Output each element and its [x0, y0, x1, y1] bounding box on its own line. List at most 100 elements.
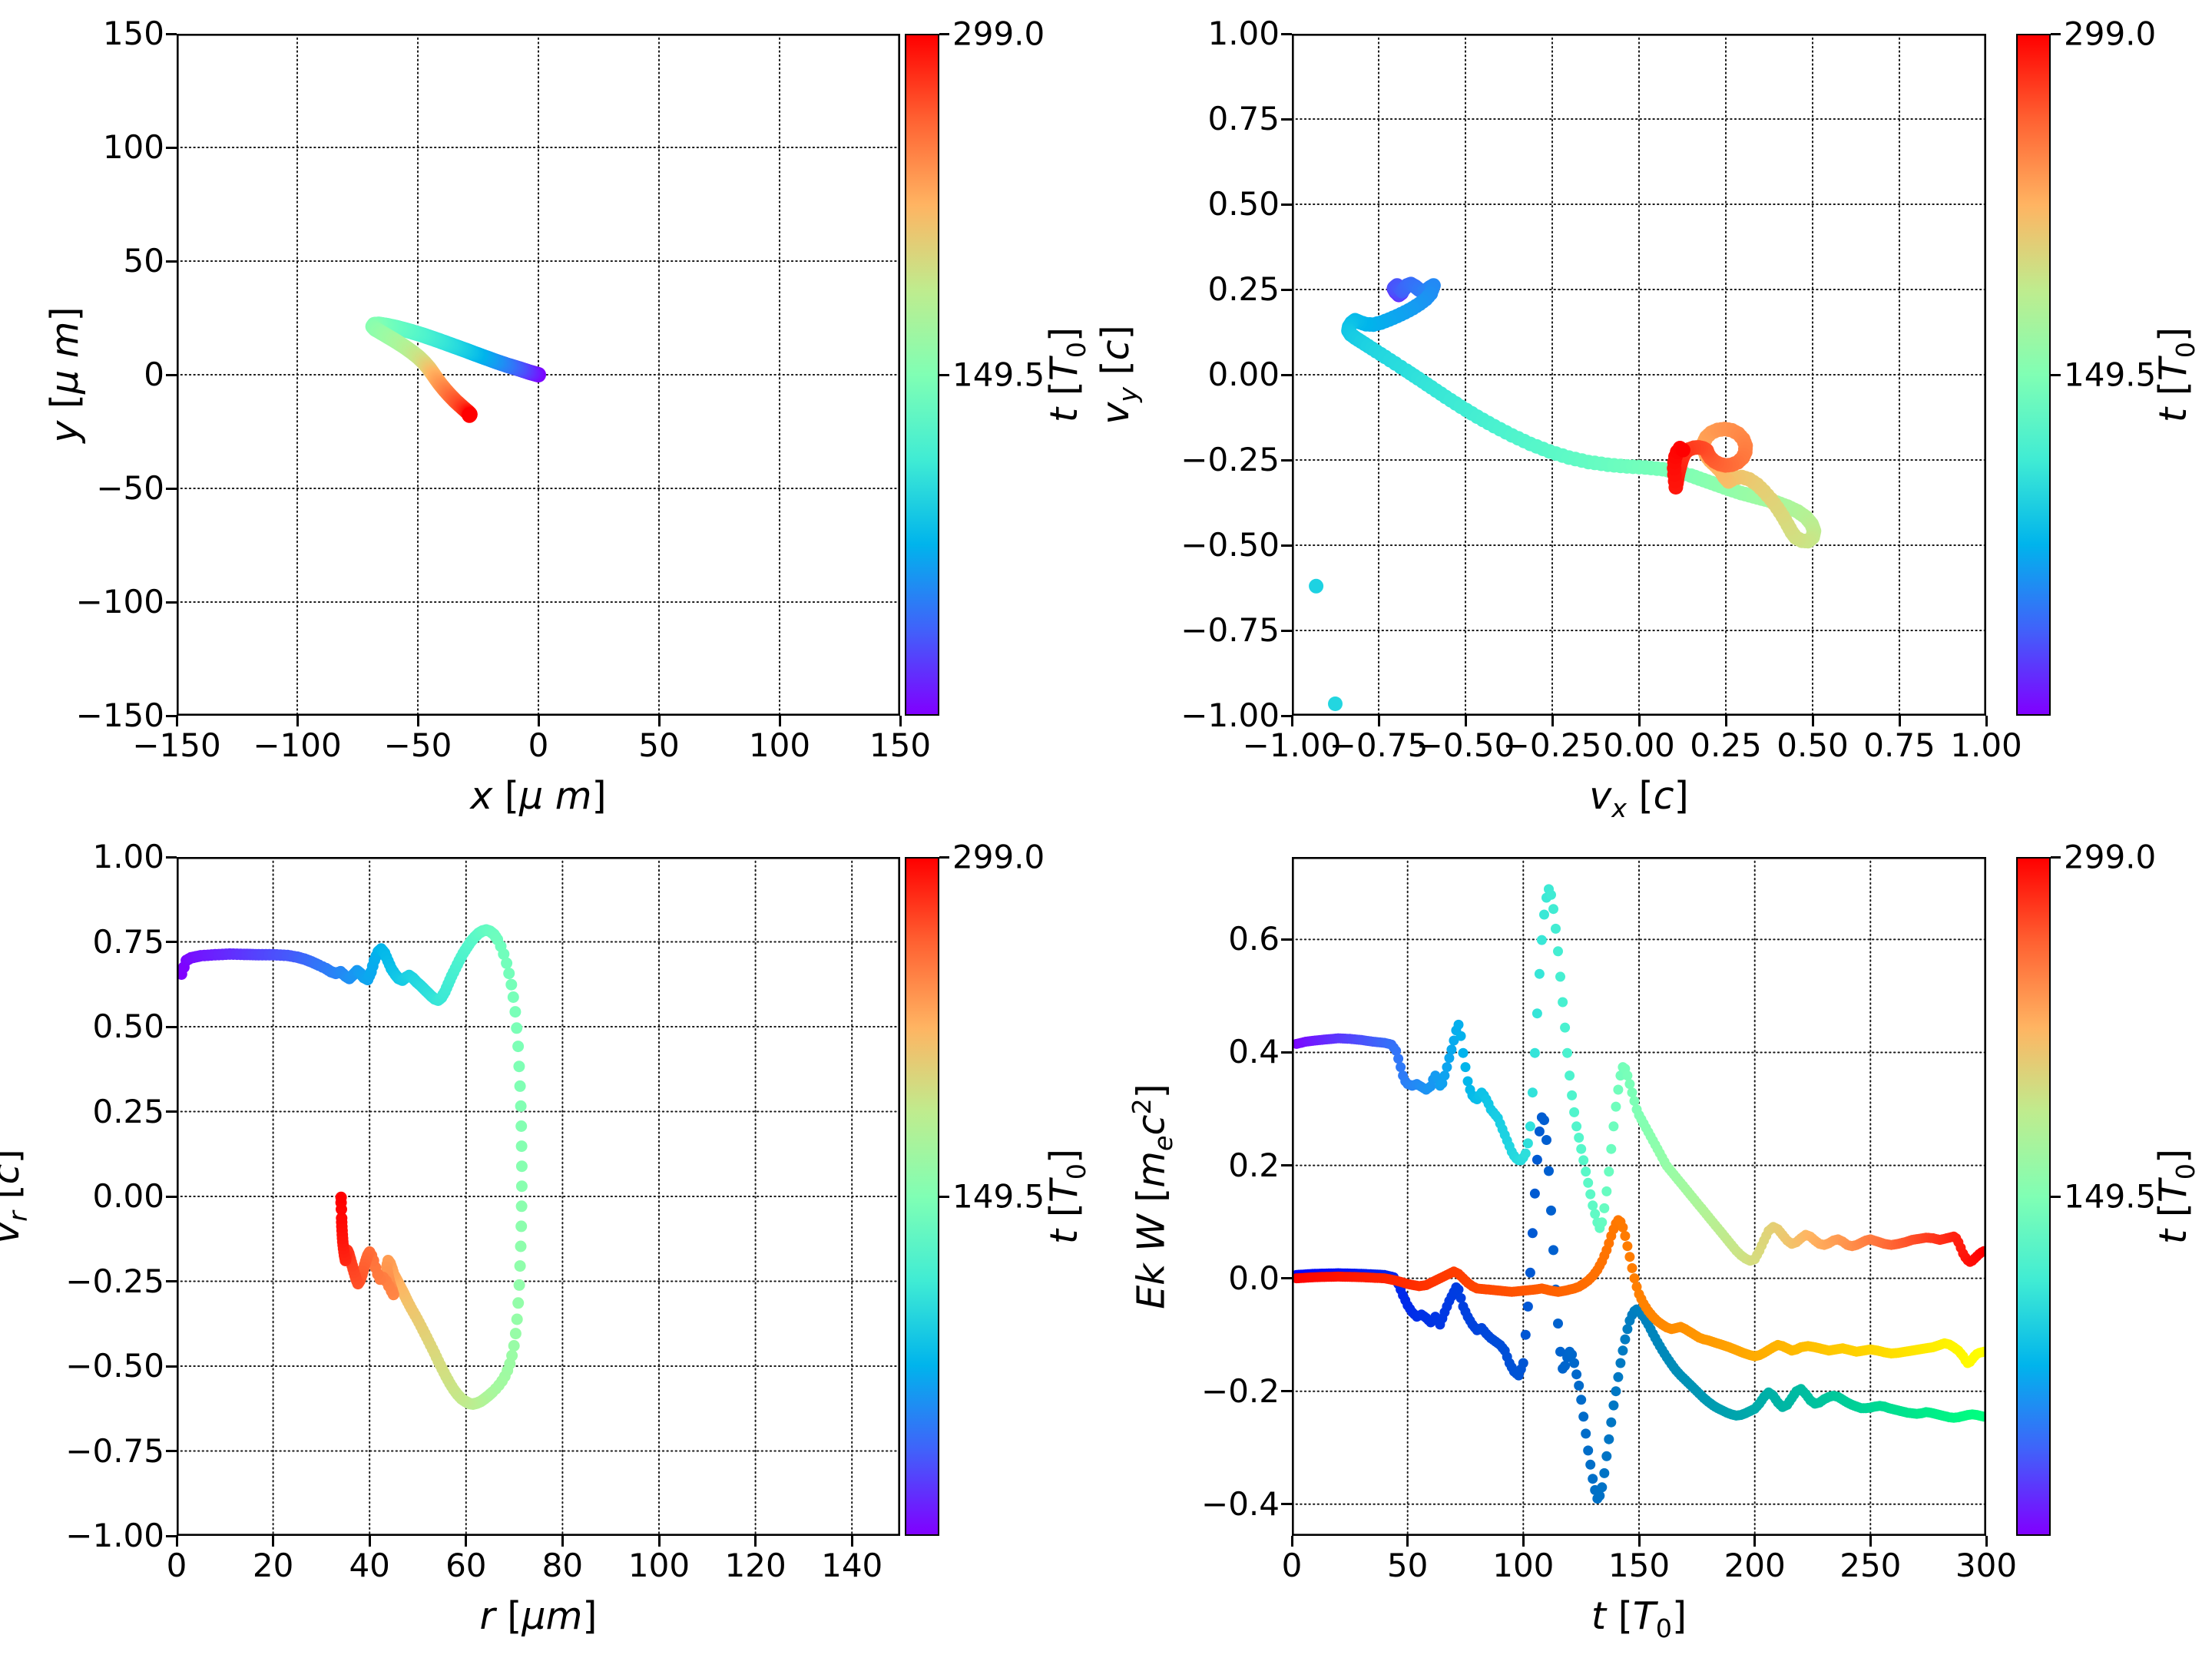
y-tick-label: 0.00: [1207, 355, 1280, 393]
label-segment: [: [1606, 1594, 1633, 1638]
y-tick-mark: [1281, 203, 1292, 206]
colorbar-group-vxvy: 299.0 149.5 t [T0]: [2016, 15, 2212, 716]
rvr-plot-canvas: [177, 857, 900, 1536]
x-tick-label: −0.75: [1329, 726, 1429, 764]
y-tick-label: 0.0: [1228, 1259, 1280, 1297]
x-tick-mark: [1637, 716, 1641, 726]
x-tick-label: 100: [1492, 1547, 1555, 1584]
label-segment: ]: [2151, 1148, 2195, 1164]
plot-r-vr: r [μm] vr [c] 0204060801001201401.000.75…: [0, 839, 900, 1638]
x-tick-label: 1.00: [1950, 726, 2022, 764]
x-tick-label: −0.25: [1502, 726, 1602, 764]
y-tick-label: −150: [75, 696, 164, 734]
xy-yaxis-label: y [μ m]: [42, 106, 88, 644]
y-tick-label: 0.75: [92, 922, 164, 961]
label-segment: r: [479, 1594, 495, 1638]
y-tick-mark: [1281, 373, 1292, 376]
x-tick-label: 250: [1839, 1547, 1902, 1584]
x-tick-mark: [1985, 716, 1988, 726]
xy-xaxis-label: x [μ m]: [270, 774, 807, 818]
y-tick-label: 1.00: [92, 837, 164, 875]
label-segment: ]: [43, 306, 87, 322]
y-tick-mark: [166, 1025, 177, 1028]
x-tick-mark: [465, 1536, 468, 1547]
label-segment: ]: [591, 774, 607, 818]
label-segment: ]: [0, 1149, 28, 1163]
y-tick-mark: [166, 601, 177, 604]
label-segment: [: [492, 774, 520, 818]
colorbar-tick-label-mid: 149.5: [2064, 356, 2157, 394]
colorbar-label: t [T0]: [1041, 1043, 1091, 1350]
y-tick-label: 0.50: [92, 1007, 164, 1045]
scatter-points: [365, 316, 546, 423]
x-tick-mark: [272, 1536, 275, 1547]
label-segment: t: [1591, 1594, 1607, 1638]
x-tick-mark: [1290, 716, 1293, 726]
y-tick-label: −50: [96, 468, 164, 507]
y-tick-label: 50: [123, 241, 164, 280]
y-tick-mark: [1281, 1051, 1292, 1054]
label-segment: 0: [2170, 342, 2200, 359]
y-tick-mark: [1281, 1164, 1292, 1167]
x-tick-label: 0.50: [1777, 726, 1849, 764]
label-segment: t: [2151, 1229, 2195, 1245]
label-segment: [: [495, 1594, 522, 1638]
colorbar-group-energy: 299.0 149.5 t [T0]: [2016, 839, 2212, 1536]
x-tick-mark: [416, 716, 419, 726]
x-tick-label: 60: [445, 1547, 487, 1584]
label-segment: 0: [2170, 1163, 2200, 1180]
x-tick-label: 120: [724, 1547, 786, 1584]
x-tick-mark: [1551, 716, 1554, 726]
label-segment: e: [1148, 1135, 1179, 1151]
label-segment: x: [470, 774, 493, 818]
y-tick-label: 0.75: [1207, 99, 1280, 137]
y-tick-label: 0.6: [1228, 920, 1280, 958]
x-tick-label: −50: [383, 726, 452, 764]
x-tick-label: 0: [528, 726, 549, 764]
plot-vx-vy: vx [c] vy [c] −1.00 −0.75 −0.50 −0.25 0.00 0.…: [1094, 15, 2022, 823]
y-tick-mark: [166, 1280, 177, 1282]
label-segment: ]: [1042, 1148, 1086, 1164]
x-tick-mark: [1724, 716, 1727, 726]
y-tick-label: 0.00: [92, 1176, 164, 1215]
y-tick-label: 1.00: [1207, 14, 1280, 52]
gridlines: [1292, 34, 1986, 716]
y-tick-label: −1.00: [1181, 696, 1280, 734]
colorbar-tick-label-max: 299.0: [952, 838, 1045, 876]
y-tick-label: −0.25: [1181, 440, 1280, 478]
x-tick-label: −0.50: [1416, 726, 1515, 764]
colorbar-tick-mark: [2051, 32, 2061, 35]
axes-frame: [1292, 34, 1986, 716]
label-segment: r: [2, 1211, 33, 1222]
y-tick-label: 0.25: [1207, 270, 1280, 308]
y-tick-label: 0.2: [1228, 1146, 1280, 1184]
label-segment: 0: [1655, 1613, 1672, 1643]
x-tick-mark: [368, 1536, 371, 1547]
x-tick-mark: [657, 1536, 661, 1547]
y-tick-mark: [1281, 32, 1292, 35]
colorbar-tick-mark: [2051, 373, 2061, 376]
label-segment: T: [2151, 1180, 2195, 1203]
y-tick-mark: [166, 714, 177, 717]
label-segment: ]: [2151, 326, 2195, 342]
label-segment: m: [555, 774, 592, 818]
axes-frame: [177, 857, 900, 1536]
y-tick-mark: [1281, 288, 1292, 291]
label-segment: μ: [43, 369, 87, 394]
label-segment: ]: [1042, 326, 1086, 342]
y-tick-label: −100: [75, 582, 164, 620]
rvr-xaxis-label: r [μm]: [270, 1594, 807, 1638]
label-segment: v: [0, 1222, 28, 1244]
x-tick-mark: [1377, 716, 1380, 726]
label-segment: c: [0, 1163, 28, 1184]
colorbar-group-xy: 299.0 149.5 t [T0]: [905, 15, 1151, 716]
x-tick-label: 80: [541, 1547, 584, 1584]
y-tick-mark: [1281, 1390, 1292, 1393]
x-tick-mark: [899, 716, 902, 726]
gridlines: [177, 34, 900, 716]
label-segment: T: [1632, 1594, 1656, 1638]
energy-xaxis-label: t [T0]: [1370, 1594, 1908, 1643]
label-segment: [: [1626, 774, 1654, 818]
y-tick-label: −0.50: [65, 1346, 164, 1385]
x-tick-label: 0.75: [1863, 726, 1936, 764]
